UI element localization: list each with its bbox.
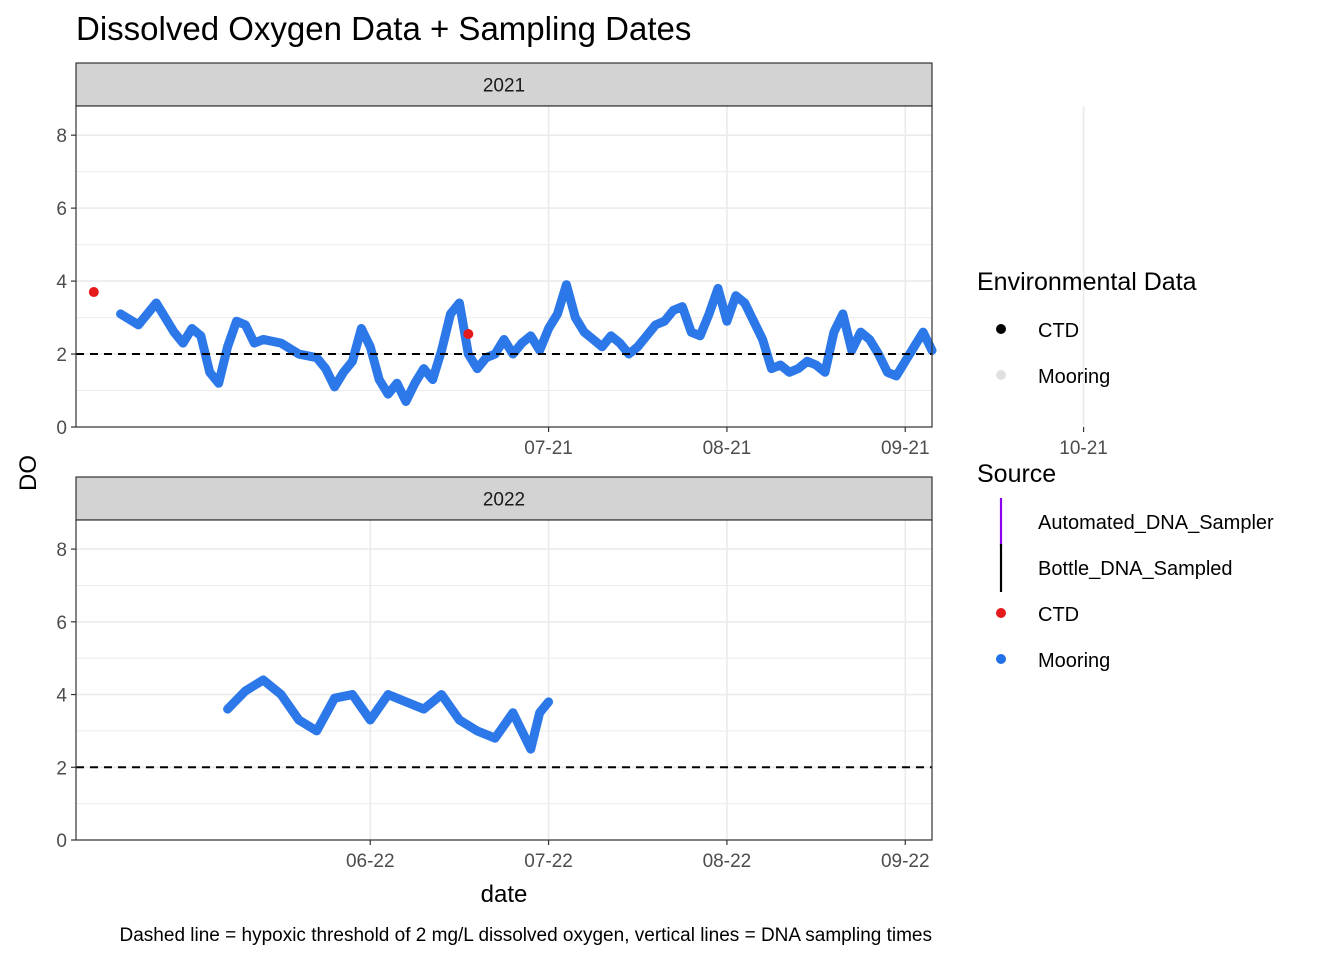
legend-environmental-item-ctd: CTD bbox=[1038, 320, 1079, 342]
y-tick-label: 8 bbox=[56, 126, 67, 147]
legend-source-title: Source bbox=[977, 460, 1056, 488]
ctd-point bbox=[88, 287, 99, 298]
legend-environmental-item-mooring: Mooring bbox=[1038, 366, 1110, 388]
x-tick-label: 07-21 bbox=[524, 438, 573, 459]
y-tick-label: 4 bbox=[56, 686, 67, 707]
y-tick-label: 6 bbox=[56, 613, 67, 634]
legend-environmental: Environmental Data CTD Mooring bbox=[977, 268, 1197, 388]
legend-source-item-bottle: Bottle_DNA_Sampled bbox=[1038, 558, 1233, 580]
x-tick-label: 10-21 bbox=[1059, 438, 1108, 459]
y-tick-label: 8 bbox=[56, 540, 67, 561]
legend-source-item-ctd: CTD bbox=[1038, 604, 1079, 626]
y-tick-label: 4 bbox=[56, 272, 67, 293]
panel-border bbox=[75, 519, 933, 841]
panel-border bbox=[75, 105, 933, 428]
legend-source-item-automated: Automated_DNA_Sampler bbox=[1038, 512, 1274, 534]
plot-background bbox=[76, 520, 932, 840]
y-tick-label: 6 bbox=[56, 199, 67, 220]
mooring-trace bbox=[116, 280, 937, 406]
facet-2021: 2021 0 2 4 6 8 07-21 08-21 09-21 10-21 bbox=[56, 62, 1108, 459]
legend-ctd-red-dot bbox=[996, 608, 1006, 618]
caption: Dashed line = hypoxic threshold of 2 mg/… bbox=[120, 925, 932, 946]
x-tick-label: 08-21 bbox=[703, 438, 752, 459]
y-tick-label: 0 bbox=[56, 831, 67, 852]
x-tick-label: 06-22 bbox=[346, 851, 395, 872]
x-axis-label: date bbox=[481, 881, 528, 908]
mooring-trace bbox=[223, 675, 554, 754]
legend-environmental-title: Environmental Data bbox=[977, 268, 1197, 296]
facet-strip-label: 2022 bbox=[483, 490, 525, 511]
facet-strip-label: 2021 bbox=[483, 76, 525, 97]
legend-source-item-mooring: Mooring bbox=[1038, 650, 1110, 672]
legend-ctd-black-dot bbox=[996, 324, 1006, 334]
x-tick-label: 09-22 bbox=[881, 851, 930, 872]
facet-panels: 2021 0 2 4 6 8 07-21 08-21 09-21 10-21 2022 0 2 4 6 8 06… bbox=[56, 62, 1108, 872]
chart-title: Dissolved Oxygen Data + Sampling Dates bbox=[76, 10, 691, 47]
facet-strip bbox=[75, 476, 933, 521]
legend-mooring-blue-dot bbox=[996, 654, 1006, 664]
y-axis-label: DO bbox=[15, 455, 42, 491]
facet-strip bbox=[75, 62, 933, 107]
y-tick-label: 2 bbox=[56, 758, 67, 779]
y-tick-label: 0 bbox=[56, 418, 67, 439]
legend-mooring-gray-dot bbox=[996, 370, 1006, 380]
x-tick-label: 08-22 bbox=[703, 851, 752, 872]
ctd-point bbox=[463, 328, 474, 339]
y-tick-label: 2 bbox=[56, 345, 67, 366]
x-tick-label: 07-22 bbox=[524, 851, 573, 872]
legend-source: Source Automated_DNA_Sampler Bottle_DNA_… bbox=[977, 460, 1274, 672]
facet-2022: 2022 0 2 4 6 8 06-22 07-22 08-22 09-22 bbox=[56, 476, 933, 872]
x-tick-label: 09-21 bbox=[881, 438, 930, 459]
plot-background bbox=[76, 106, 932, 427]
